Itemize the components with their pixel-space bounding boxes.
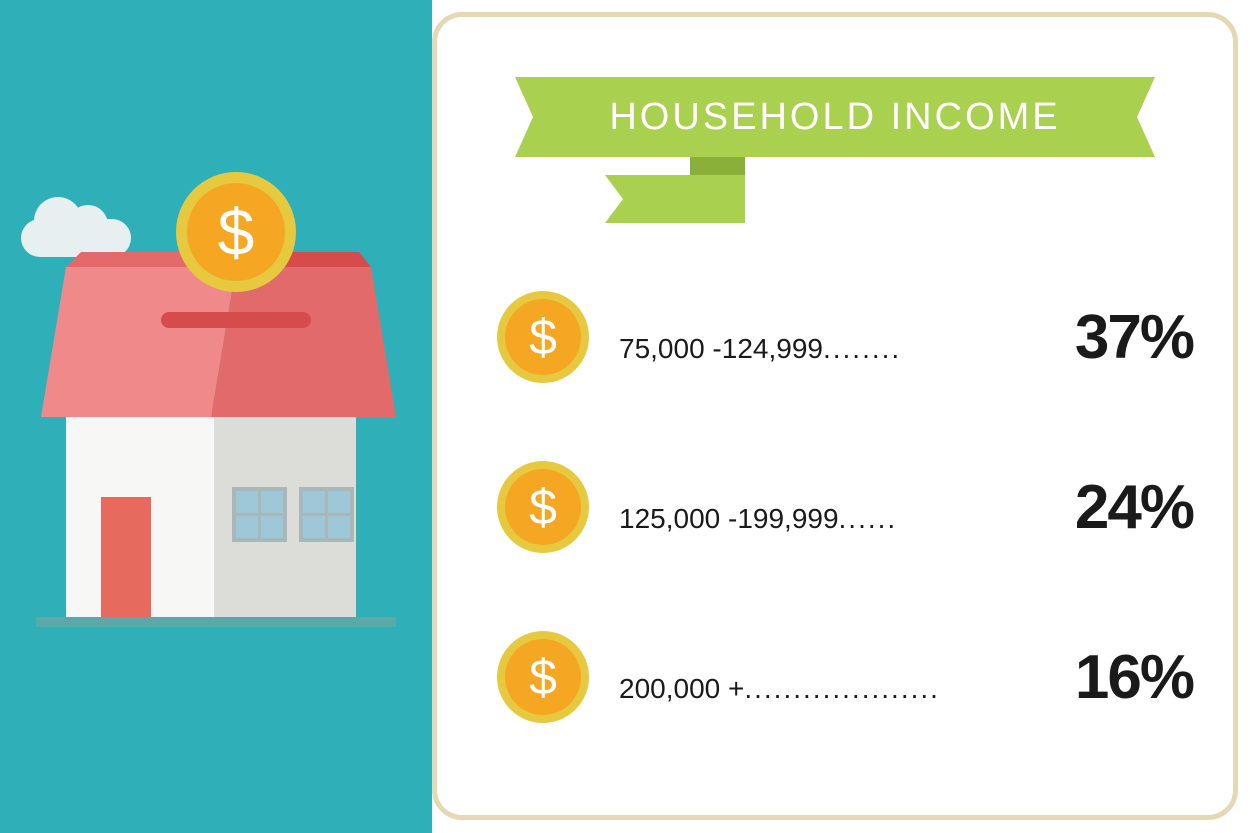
income-row: $ 200,000 + .................... 16% <box>497 627 1193 727</box>
income-content: 200,000 + .................... 16% <box>589 642 1193 713</box>
income-range-label: 75,000 -124,999 <box>619 333 823 365</box>
dollar-sign-icon: $ <box>187 183 285 281</box>
income-row: $ 125,000 -199,999 ...... 24% <box>497 457 1193 557</box>
house-window-left <box>232 487 287 542</box>
dollar-sign-icon: $ <box>505 469 581 545</box>
house-door <box>101 497 151 617</box>
income-dots: ........ <box>823 333 1075 365</box>
dollar-sign-icon: $ <box>505 639 581 715</box>
title-banner: HOUSEHOLD INCOME <box>515 77 1155 227</box>
coin-slot <box>161 312 311 328</box>
income-dots: .................... <box>744 673 1075 705</box>
income-range-label: 125,000 -199,999 <box>619 503 839 535</box>
dollar-sign-icon: $ <box>505 299 581 375</box>
house-piggybank-illustration: $ <box>16 167 416 667</box>
income-content: 75,000 -124,999 ........ 37% <box>589 302 1193 373</box>
cloud-icon <box>6 197 136 257</box>
coin-icon: $ <box>497 461 589 553</box>
income-data-list: $ 75,000 -124,999 ........ 37% $ 125,000… <box>477 287 1193 727</box>
income-content: 125,000 -199,999 ...... 24% <box>589 472 1193 543</box>
income-row: $ 75,000 -124,999 ........ 37% <box>497 287 1193 387</box>
income-percentage: 24% <box>1075 472 1193 543</box>
coin-icon: $ <box>497 291 589 383</box>
income-dots: ...... <box>839 503 1075 535</box>
ground-shadow <box>36 617 396 627</box>
income-percentage: 16% <box>1075 642 1193 713</box>
income-percentage: 37% <box>1075 302 1193 373</box>
large-coin-icon: $ <box>176 172 296 292</box>
left-illustration-panel: $ <box>0 0 432 833</box>
house-window-right <box>299 487 354 542</box>
info-panel: HOUSEHOLD INCOME $ 75,000 -124,999 .....… <box>432 12 1238 820</box>
panel-title: HOUSEHOLD INCOME <box>609 96 1060 139</box>
coin-icon: $ <box>497 631 589 723</box>
income-range-label: 200,000 + <box>619 673 744 705</box>
